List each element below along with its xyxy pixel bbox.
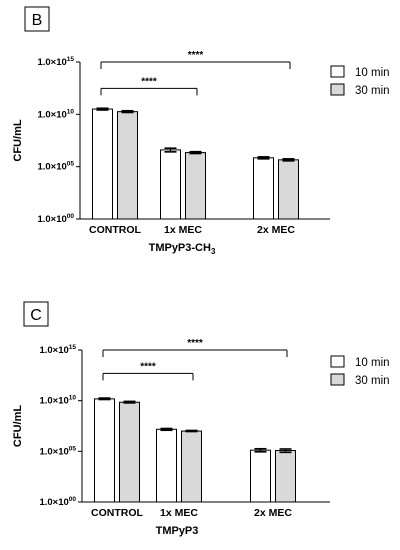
significance-label: **** <box>187 338 203 349</box>
bar <box>117 111 138 220</box>
chart-panel-c: C 1.0×1000 1.0×1005 1.0×1010 1.0×1015 CFU/mL C… <box>12 301 390 537</box>
x-tick-label: CONTROL <box>89 224 141 236</box>
y-axis-label: CFU/mL <box>12 405 24 447</box>
x-axis-label: TMPyP3 <box>156 525 199 537</box>
bar <box>278 159 299 220</box>
significance-label: **** <box>188 50 204 61</box>
bar <box>250 449 271 503</box>
legend-swatch <box>330 83 345 96</box>
significance-label: **** <box>141 76 157 87</box>
legend-label: 30 min <box>355 85 390 97</box>
bar <box>92 108 113 220</box>
y-tick-label: 1.0×1015 <box>39 344 76 356</box>
legend-label: 10 min <box>355 67 390 79</box>
x-tick-label: 1x MEC <box>160 507 198 519</box>
x-tick-label: 2x MEC <box>254 507 292 519</box>
legend-swatch <box>330 373 345 386</box>
y-tick-label: 1.0×1000 <box>39 496 76 508</box>
bar <box>94 398 115 503</box>
bar <box>119 401 140 503</box>
y-axis-label: CFU/mL <box>12 119 24 161</box>
y-tick-label: 1.0×1000 <box>37 213 74 225</box>
bar <box>181 430 202 503</box>
y-tick-label: 1.0×1010 <box>39 395 76 407</box>
x-tick-label: CONTROL <box>91 507 143 519</box>
bar <box>275 450 296 503</box>
panel-label: C <box>30 307 42 324</box>
y-tick-label: 1.0×1005 <box>39 445 76 457</box>
y-tick-label: 1.0×1015 <box>37 56 74 68</box>
bar <box>160 149 181 220</box>
bar <box>253 157 274 220</box>
x-axis-label: TMPyP3-CH3 <box>149 242 216 256</box>
bar <box>156 428 177 503</box>
legend-label: 30 min <box>355 375 390 387</box>
chart-panel-b: B 1.0×1000 1.0×1005 1.0×1010 1.0×1015 CFU/mL C… <box>12 6 390 256</box>
x-tick-label: 2x MEC <box>257 224 295 236</box>
panel-label-box <box>24 6 50 32</box>
legend-label: 10 min <box>355 357 390 369</box>
y-tick-label: 1.0×1010 <box>37 108 74 120</box>
significance-label: **** <box>140 361 156 372</box>
bar <box>185 152 206 220</box>
panel-label-box <box>23 301 49 327</box>
panel-label: B <box>32 12 43 29</box>
legend-swatch <box>330 65 345 78</box>
x-tick-label: 1x MEC <box>164 224 202 236</box>
legend-swatch <box>330 355 345 368</box>
y-tick-label: 1.0×1005 <box>37 161 74 173</box>
